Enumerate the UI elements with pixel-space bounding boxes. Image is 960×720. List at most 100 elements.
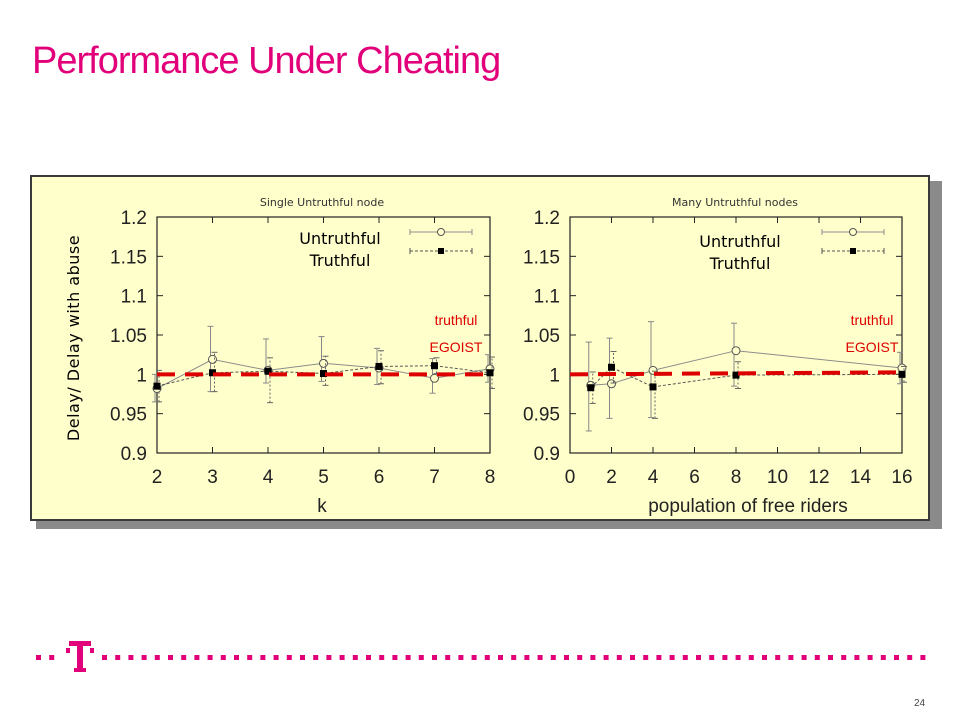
footer-dot xyxy=(115,655,121,660)
data-point-truthful xyxy=(153,382,161,390)
footer-dot xyxy=(735,655,741,660)
footer-dot xyxy=(405,655,411,660)
footer-dot xyxy=(234,655,239,660)
data-point-truthful xyxy=(649,383,657,391)
data-point-truthful xyxy=(587,384,595,392)
footer-dot xyxy=(339,655,345,660)
legend-label-truthful: Truthful xyxy=(309,251,371,270)
x-tick-label: 2 xyxy=(152,467,163,488)
footer-dot xyxy=(128,655,134,660)
y-tick-label: 1.1 xyxy=(121,287,147,308)
footer-dot xyxy=(603,655,609,660)
footer-dot xyxy=(643,655,649,660)
y-tick-label: 1.1 xyxy=(534,287,560,308)
footer-dot xyxy=(498,655,503,660)
data-point-truthful xyxy=(486,369,494,377)
footer-dot xyxy=(168,655,173,660)
footer-dot xyxy=(841,655,847,660)
footer-dot xyxy=(392,655,398,660)
footer-dot xyxy=(577,655,583,660)
footer-dot xyxy=(867,655,873,660)
legend: Untruthful Truthful xyxy=(299,228,473,270)
x-tick-label: 8 xyxy=(485,467,496,488)
x-axis-label: k xyxy=(317,496,327,517)
footer-dot xyxy=(102,655,107,660)
legend-marker-truthful xyxy=(850,248,856,254)
x-tick-label: 6 xyxy=(374,467,385,488)
x-tick-label: 4 xyxy=(648,467,659,488)
footer-dot xyxy=(379,655,385,660)
data-point-truthful xyxy=(608,363,615,371)
y-tick-label: 0.95 xyxy=(523,405,560,426)
footer-dot xyxy=(286,655,292,660)
footer-dot xyxy=(775,655,781,660)
footer-dot xyxy=(511,655,517,660)
data-point-truthful xyxy=(209,369,216,377)
legend: Untruthful Truthful xyxy=(699,228,885,273)
footer-dot xyxy=(801,655,807,660)
footer-dot xyxy=(49,655,55,660)
footer-dot xyxy=(748,655,754,660)
footer-dot xyxy=(484,655,490,660)
footer-dot xyxy=(709,655,715,660)
y-tick-label: 1 xyxy=(549,365,560,386)
footer-dot xyxy=(445,655,451,660)
y-tick-label: 1.2 xyxy=(534,208,560,229)
footer-dot xyxy=(814,655,820,660)
legend-marker-untruthful xyxy=(849,228,857,236)
footer-dot xyxy=(247,655,253,660)
footer-dot xyxy=(616,655,622,660)
x-tick-label: 3 xyxy=(207,467,218,488)
x-tick-label: 14 xyxy=(850,467,872,488)
chart-title: Many Untruthful nodes xyxy=(672,196,798,209)
y-tick-label: 1 xyxy=(136,365,147,386)
footer-dot xyxy=(854,655,860,660)
footer-dot xyxy=(273,655,279,660)
x-tick-label: 2 xyxy=(606,467,617,488)
legend-marker-untruthful xyxy=(437,228,445,236)
data-point-untruthful xyxy=(731,346,741,356)
x-tick-label: 8 xyxy=(731,467,742,488)
overlay-label-truthful: truthful xyxy=(851,312,894,328)
footer-dot xyxy=(907,655,913,660)
data-point-truthful xyxy=(732,371,740,379)
page-number: 24 xyxy=(914,698,926,709)
x-tick-label: 7 xyxy=(429,467,440,488)
y-tick-label: 0.9 xyxy=(121,444,147,465)
chart-panel-2: Many Untruthful nodes 0.9 0.95 1 1.05 1.1 1.15… xyxy=(523,196,913,517)
footer-dot xyxy=(313,655,319,660)
x-tick-label: 5 xyxy=(318,467,329,488)
footer-dot xyxy=(300,655,305,660)
y-tick-label: 1.15 xyxy=(110,247,147,268)
footer-dot xyxy=(550,655,556,660)
footer-dot xyxy=(828,655,833,660)
footer-dot xyxy=(524,655,530,660)
chart-panel-1: Single Untruthful node 0.9 0.95 1 1.05 1.1 1.1… xyxy=(110,196,495,517)
footer-dot xyxy=(762,655,767,660)
chart-title: Single Untruthful node xyxy=(260,196,385,209)
y-axis-label: Delay/ Delay with abuse xyxy=(64,235,83,441)
figure-panel xyxy=(30,175,930,521)
x-tick-label: 16 xyxy=(891,467,912,488)
data-point-untruthful xyxy=(607,379,616,389)
footer-dot xyxy=(630,655,635,660)
x-tick-label: 6 xyxy=(689,467,700,488)
footer-dot xyxy=(181,655,187,660)
data-point-untruthful xyxy=(430,373,439,383)
footer-dot xyxy=(194,655,200,660)
overlay-label-truthful: truthful xyxy=(435,312,478,328)
footer-dot xyxy=(36,655,41,660)
series-line-truthful xyxy=(590,366,903,389)
y-tick-label: 1.05 xyxy=(523,326,560,347)
footer-dot xyxy=(590,655,596,660)
footer-dot xyxy=(458,655,464,660)
footer-dot xyxy=(220,655,226,660)
x-tick-label: 0 xyxy=(565,467,576,488)
y-tick-label: 1.2 xyxy=(121,208,147,229)
x-tick-label: 10 xyxy=(767,467,788,488)
data-point-untruthful xyxy=(319,358,328,368)
footer-dot xyxy=(537,655,543,660)
legend-label-untruthful: Untruthful xyxy=(699,232,780,251)
footer-dot xyxy=(326,655,332,660)
